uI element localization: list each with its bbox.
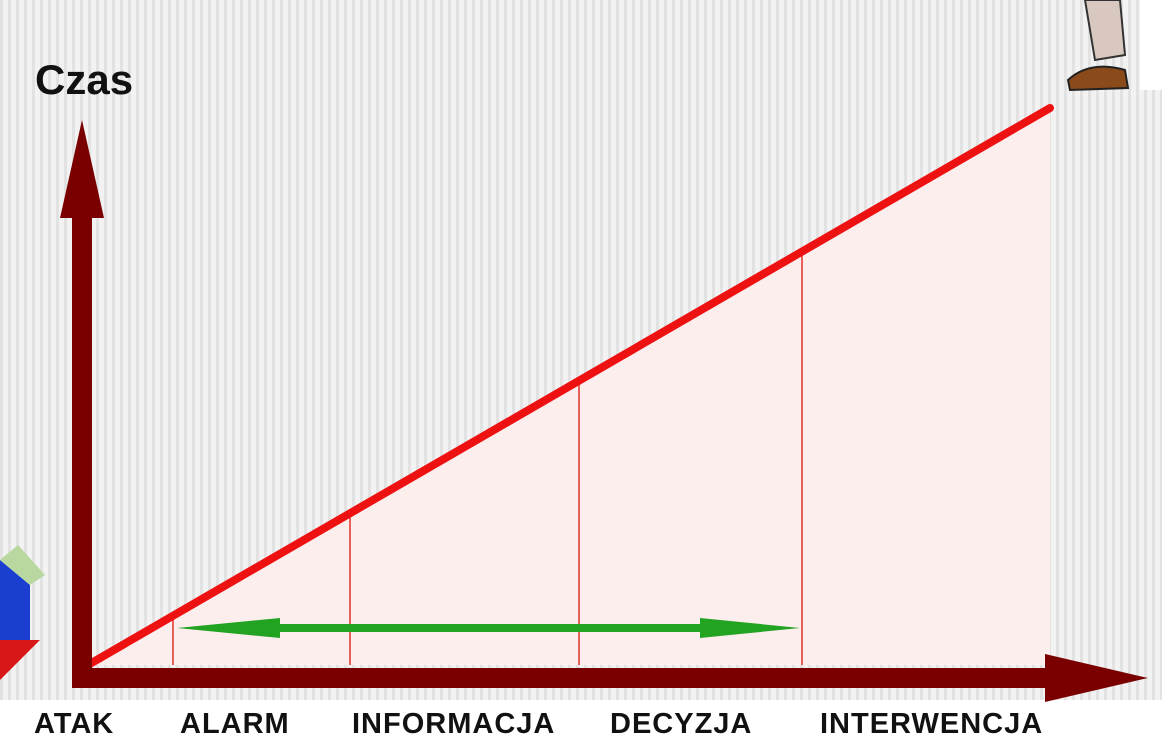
stage-label: INFORMACJA xyxy=(352,708,555,737)
y-axis xyxy=(72,200,92,688)
x-axis xyxy=(72,668,1062,688)
stage-label: INTERWENCJA xyxy=(820,708,1043,737)
stage-label: ATAK xyxy=(34,708,114,737)
stage-label: DECYZJA xyxy=(610,708,752,737)
axis-title: Czas xyxy=(35,56,133,103)
diagram: Czas ATAK ALARM INFORMACJA DECYZJA INTER… xyxy=(0,0,1162,737)
stage-label: ALARM xyxy=(180,708,290,737)
